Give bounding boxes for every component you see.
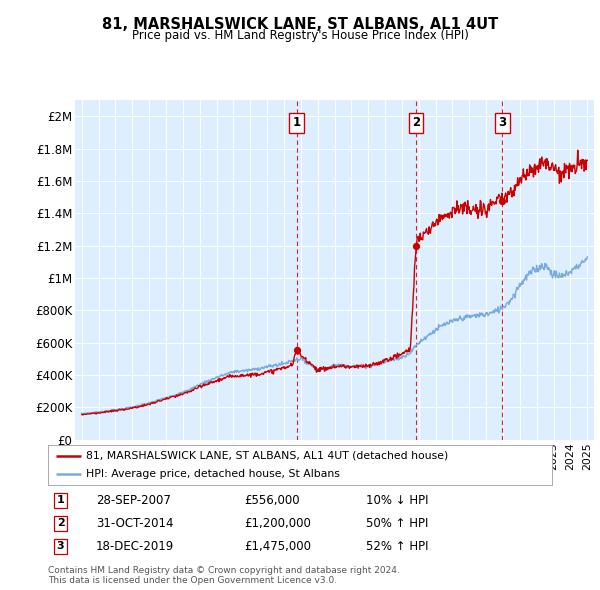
Text: Price paid vs. HM Land Registry's House Price Index (HPI): Price paid vs. HM Land Registry's House … [131,30,469,42]
Text: 2: 2 [412,116,420,129]
Text: 28-SEP-2007: 28-SEP-2007 [96,494,171,507]
Text: 18-DEC-2019: 18-DEC-2019 [96,540,174,553]
Text: 81, MARSHALSWICK LANE, ST ALBANS, AL1 4UT (detached house): 81, MARSHALSWICK LANE, ST ALBANS, AL1 4U… [86,451,448,461]
Text: £1,475,000: £1,475,000 [245,540,311,553]
Text: 3: 3 [57,542,64,552]
Text: HPI: Average price, detached house, St Albans: HPI: Average price, detached house, St A… [86,469,340,479]
Text: 50% ↑ HPI: 50% ↑ HPI [365,517,428,530]
Text: £1,200,000: £1,200,000 [245,517,311,530]
Text: This data is licensed under the Open Government Licence v3.0.: This data is licensed under the Open Gov… [48,576,337,585]
Text: £556,000: £556,000 [245,494,300,507]
Text: 3: 3 [498,116,506,129]
Text: 31-OCT-2014: 31-OCT-2014 [96,517,173,530]
Text: 52% ↑ HPI: 52% ↑ HPI [365,540,428,553]
Point [497,196,507,206]
Point [292,345,301,355]
Text: Contains HM Land Registry data © Crown copyright and database right 2024.: Contains HM Land Registry data © Crown c… [48,566,400,575]
Text: 1: 1 [57,495,64,505]
Point [411,241,421,250]
Text: 2: 2 [57,519,64,528]
Text: 1: 1 [293,116,301,129]
Text: 10% ↓ HPI: 10% ↓ HPI [365,494,428,507]
Text: 81, MARSHALSWICK LANE, ST ALBANS, AL1 4UT: 81, MARSHALSWICK LANE, ST ALBANS, AL1 4U… [102,17,498,31]
